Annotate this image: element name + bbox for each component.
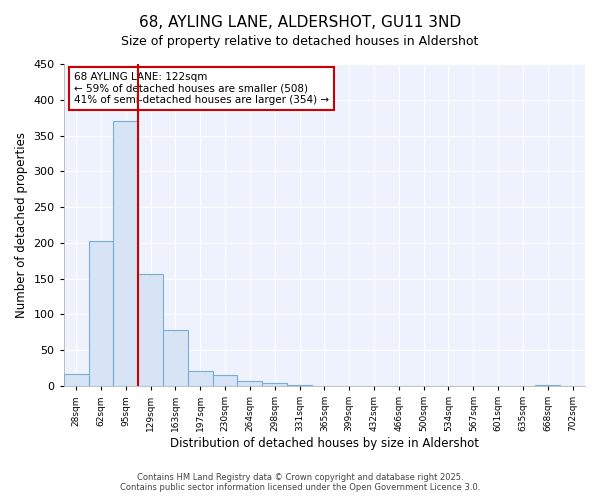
Text: 68 AYLING LANE: 122sqm
← 59% of detached houses are smaller (508)
41% of semi-de: 68 AYLING LANE: 122sqm ← 59% of detached… [74, 72, 329, 106]
Bar [188, 371, 212, 386]
Bar [535, 384, 560, 386]
Bar [262, 383, 287, 386]
Bar [89, 241, 113, 386]
Bar [212, 376, 238, 386]
Y-axis label: Number of detached properties: Number of detached properties [15, 132, 28, 318]
Bar [163, 330, 188, 386]
Bar [287, 384, 312, 386]
Text: Size of property relative to detached houses in Aldershot: Size of property relative to detached ho… [121, 35, 479, 48]
Bar [138, 274, 163, 386]
Bar [238, 381, 262, 386]
Text: 68, AYLING LANE, ALDERSHOT, GU11 3ND: 68, AYLING LANE, ALDERSHOT, GU11 3ND [139, 15, 461, 30]
Bar [64, 374, 89, 386]
Bar [113, 122, 138, 386]
Text: Contains HM Land Registry data © Crown copyright and database right 2025.
Contai: Contains HM Land Registry data © Crown c… [120, 473, 480, 492]
X-axis label: Distribution of detached houses by size in Aldershot: Distribution of detached houses by size … [170, 437, 479, 450]
